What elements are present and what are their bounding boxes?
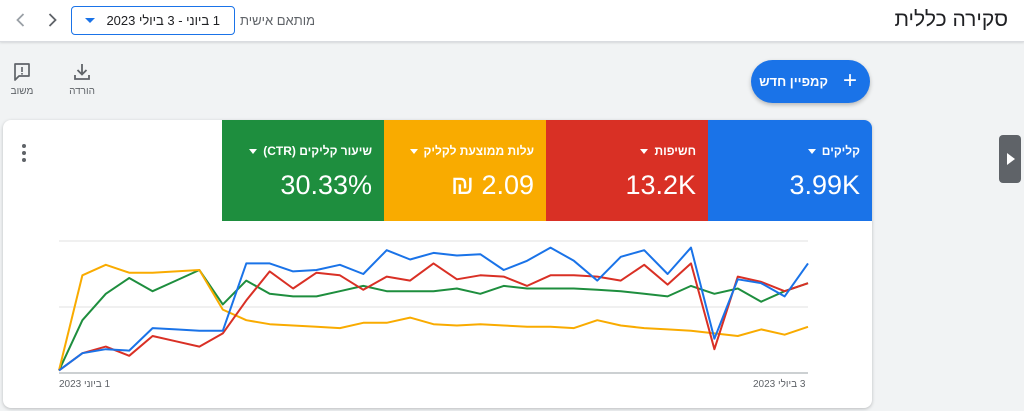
metric-value-ctr: 30.33% — [280, 170, 372, 200]
dropdown-arrow-icon — [249, 149, 258, 155]
dropdown-arrow-icon — [409, 149, 418, 155]
download-icon — [74, 64, 90, 80]
more-vert-icon[interactable] — [18, 144, 30, 162]
metric-label-avg-cpc: עלות ממוצעת לקליק — [423, 144, 534, 158]
x-axis-end-label: 3 ביולי 2023 — [753, 379, 806, 390]
metric-value-avg-cpc: ₪ 2.09 — [451, 170, 534, 200]
chevron-left-icon — [16, 13, 25, 27]
metric-label-ctr: שיעור קליקים (CTR) — [263, 144, 372, 158]
metric-label-impressions: חשיפות — [654, 144, 696, 158]
plus-icon: + — [842, 67, 857, 94]
metric-card-clicks[interactable]: קליקים 3.99K — [708, 120, 872, 221]
feedback-label: משוב — [10, 86, 34, 97]
play-arrow-icon — [1007, 153, 1015, 165]
line-chart — [58, 240, 809, 374]
feedback-icon — [14, 63, 30, 81]
dropdown-arrow-icon — [640, 149, 649, 155]
dropdown-arrow-icon — [85, 18, 95, 23]
new-campaign-button[interactable]: + קמפיין חדש — [751, 60, 870, 103]
series-line — [58, 269, 809, 371]
metric-card-avg-cpc[interactable]: עלות ממוצעת לקליק ₪ 2.09 — [384, 120, 546, 221]
metric-value-impressions: 13.2K — [625, 170, 696, 200]
metric-card-ctr[interactable]: שיעור קליקים (CTR) 30.33% — [222, 120, 384, 221]
x-axis-start-label: 1 ביוני 2023 — [59, 379, 111, 390]
page-title: סקירה כללית — [894, 8, 1008, 31]
series-line — [58, 262, 809, 372]
date-range-dropdown[interactable]: 1 ביוני - 3 ביולי 2023 — [71, 6, 235, 35]
side-panel-toggle[interactable] — [999, 135, 1021, 183]
series-line — [58, 246, 809, 372]
performance-chart — [3, 221, 872, 408]
top-bar: סקירה כללית 1 ביוני - 3 ביולי 2023 מותאם… — [0, 0, 1024, 42]
new-campaign-label: קמפיין חדש — [759, 74, 828, 89]
download-label: הורדה — [69, 86, 95, 97]
feedback-button[interactable]: משוב — [0, 62, 44, 97]
forward-button[interactable] — [40, 8, 64, 32]
back-button[interactable] — [9, 8, 33, 32]
date-range-value: 1 ביוני - 3 ביולי 2023 — [106, 13, 220, 28]
date-range-type-label: מותאם אישית — [240, 13, 316, 28]
metric-label-clicks: קליקים — [821, 144, 860, 158]
metric-card-impressions[interactable]: חשיפות 13.2K — [546, 120, 708, 221]
series-line — [58, 263, 809, 371]
download-button[interactable]: הורדה — [60, 62, 104, 97]
dropdown-arrow-icon — [807, 149, 816, 155]
chevron-right-icon — [48, 13, 57, 27]
overview-card: קליקים 3.99K חשיפות 13.2K עלות ממוצעת לק… — [3, 120, 872, 408]
metric-value-clicks: 3.99K — [789, 170, 860, 200]
